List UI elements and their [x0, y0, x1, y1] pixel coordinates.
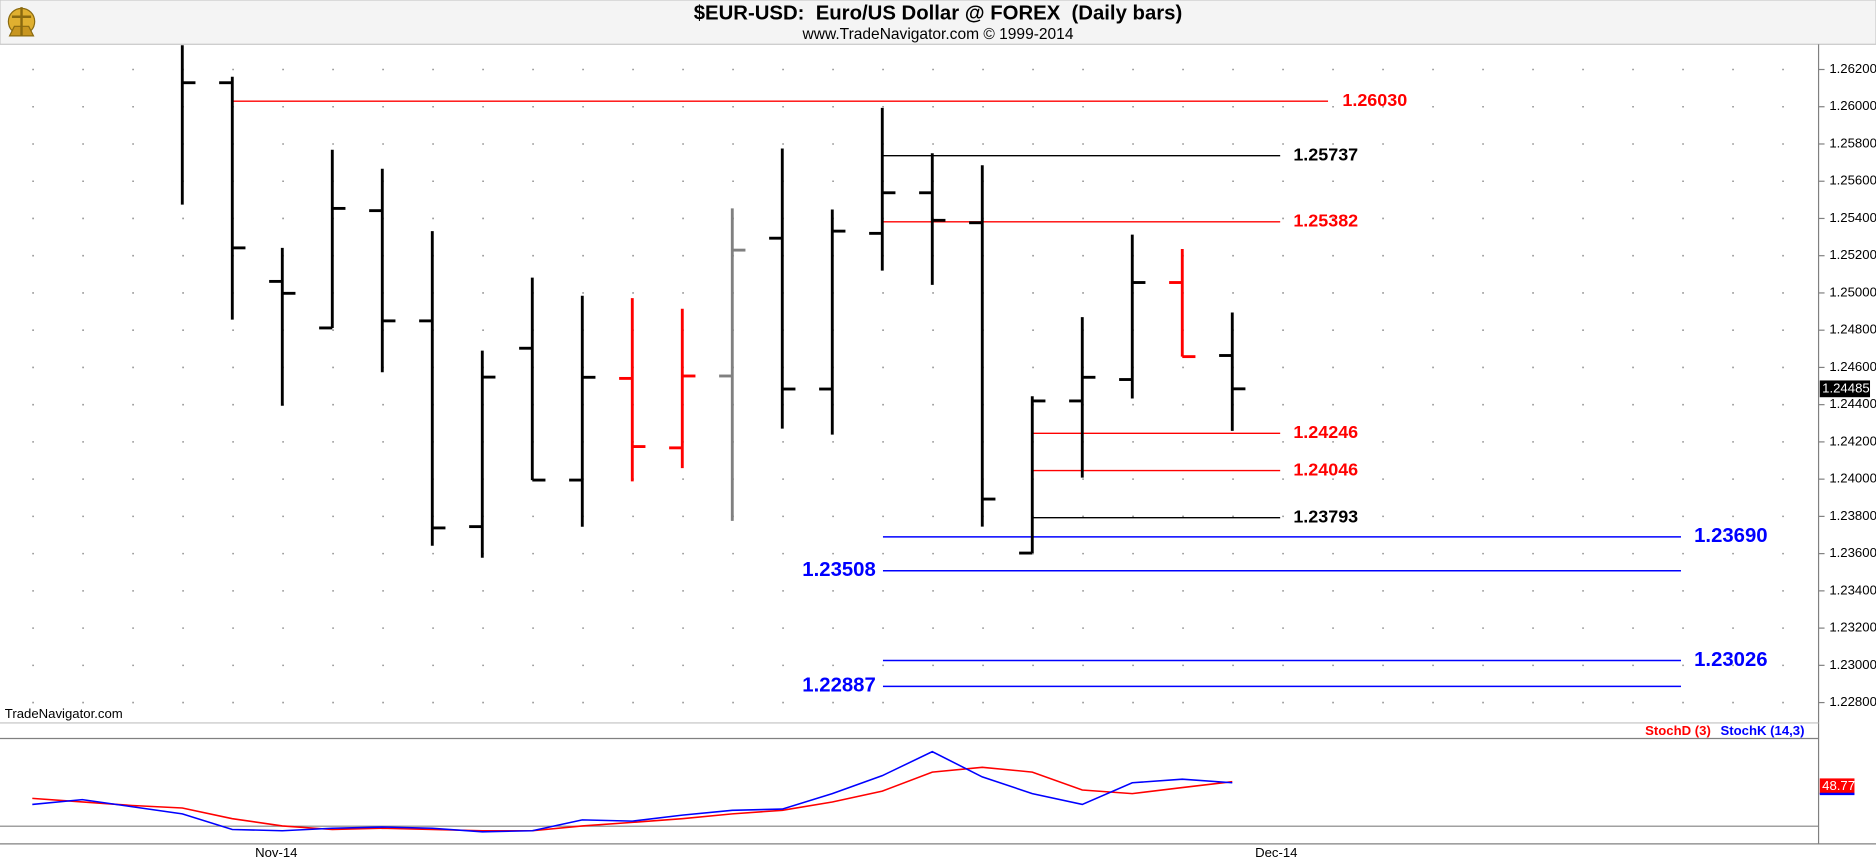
last-value-box	[1819, 778, 1855, 794]
level-label: 1.23690	[1694, 525, 1767, 547]
y-tick-label: 1.24400	[1829, 396, 1876, 411]
y-tick-label: 1.23000	[1829, 657, 1876, 672]
y-tick-label: 1.24000	[1829, 471, 1876, 486]
last-price-box	[1819, 380, 1871, 398]
y-tick-label: 1.25400	[1829, 210, 1876, 225]
y-tick-label: 1.23800	[1829, 508, 1876, 523]
chart-subtitle: www.TradeNavigator.com © 1999-2014	[802, 26, 1074, 43]
y-tick-label: 1.26200	[1829, 61, 1876, 76]
y-tick-label: 1.25200	[1829, 247, 1876, 262]
y-tick-label: 1.23400	[1829, 582, 1876, 597]
y-tick-label: 1.23200	[1829, 620, 1876, 635]
y-tick-label: 1.26000	[1829, 98, 1876, 113]
level-label: 1.26030	[1342, 90, 1407, 110]
level-label: 1.25382	[1293, 211, 1358, 231]
y-tick-label: 1.25800	[1829, 135, 1876, 150]
stoch-line	[32, 750, 1233, 833]
level-label: 1.23026	[1694, 649, 1767, 671]
logo	[7, 7, 36, 37]
stoch-line	[32, 766, 1233, 832]
y-tick-label: 1.23600	[1829, 545, 1876, 560]
level-label: 1.25737	[1293, 144, 1358, 164]
level-label: 1.23508	[802, 559, 875, 581]
level-label: 1.23793	[1293, 506, 1358, 526]
watermark: TradeNavigator.com	[5, 706, 123, 721]
header-bar	[0, 0, 1876, 45]
chart-title: $EUR-USD: Euro/US Dollar @ FOREX (Daily …	[694, 3, 1182, 25]
y-tick-label: 1.24200	[1829, 433, 1876, 448]
level-label: 1.22887	[802, 675, 875, 697]
legend-entry: StochK (14,3)	[1720, 723, 1804, 738]
x-tick-label: Dec-14	[1255, 845, 1297, 860]
last-price-label: 1.24485	[1822, 380, 1870, 395]
y-tick-label: 1.24800	[1829, 322, 1876, 337]
x-tick-label: Nov-14	[255, 845, 297, 860]
y-tick-label: 1.25600	[1829, 173, 1876, 188]
level-label: 1.24046	[1293, 459, 1358, 479]
level-label: 1.24246	[1293, 422, 1358, 442]
y-tick-label: 1.22800	[1829, 694, 1876, 709]
y-tick-label: 1.24600	[1829, 359, 1876, 374]
legend-entry: StochD (3)	[1645, 723, 1711, 738]
last-value-label: 48.77	[1822, 778, 1855, 793]
y-tick-label: 1.25000	[1829, 284, 1876, 299]
